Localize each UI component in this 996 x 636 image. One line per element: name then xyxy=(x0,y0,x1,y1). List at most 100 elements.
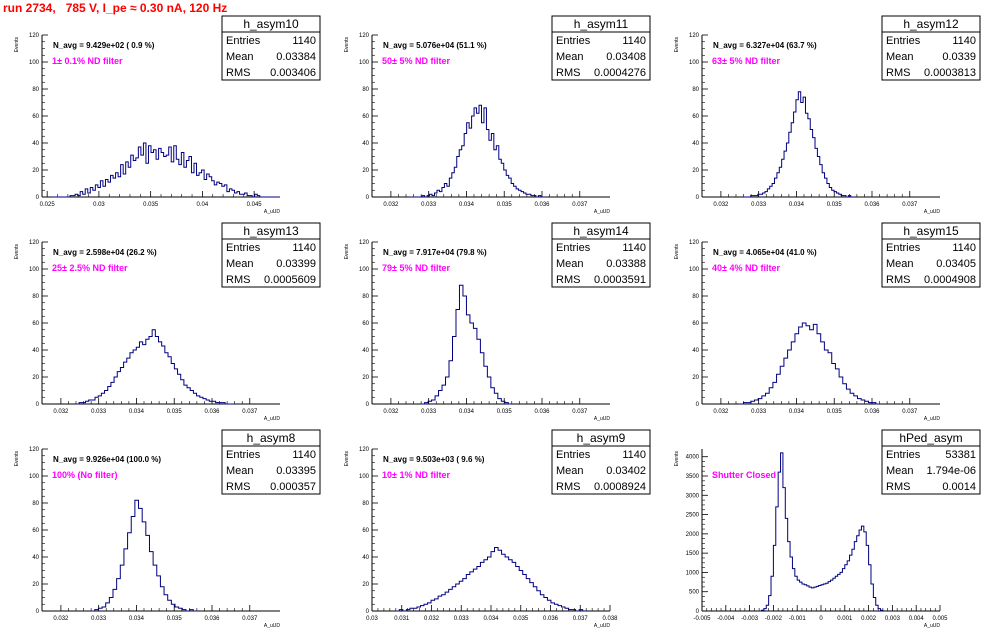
filter-label: Shutter Closed xyxy=(712,470,776,480)
x-tick-label: 0.037 xyxy=(572,409,588,415)
y-tick-label: 3000 xyxy=(686,493,700,499)
y-tick-label: 0 xyxy=(696,195,700,201)
x-tick-label: 0.037 xyxy=(573,616,589,622)
histogram-line xyxy=(91,499,197,612)
y-tick-label: 100 xyxy=(359,474,370,480)
stats-value-entries: 1140 xyxy=(952,35,976,47)
stats-label-rms: RMS xyxy=(886,67,910,79)
stats-value-mean: 1.794e-06 xyxy=(926,465,976,477)
x-tick-label: 0.035 xyxy=(827,409,843,415)
stats-label-entries: Entries xyxy=(556,242,591,254)
y-tick-label: 80 xyxy=(32,294,39,300)
histogram-name: h_asym11 xyxy=(574,17,629,31)
y-tick-label: 100 xyxy=(29,474,40,480)
stats-label-mean: Mean xyxy=(226,258,254,270)
stats-value-mean: 0.03388 xyxy=(606,258,646,270)
stats-label-mean: Mean xyxy=(886,51,914,63)
x-tick-label: 0.033 xyxy=(91,616,107,622)
filter-label: 63± 5% ND filter xyxy=(712,56,780,66)
stats-label-entries: Entries xyxy=(886,449,921,461)
y-tick-label: 40 xyxy=(362,555,369,561)
histogram-name: h_asym14 xyxy=(573,224,629,238)
stats-value-mean: 0.03384 xyxy=(276,51,316,63)
histogram-panel-h_asym9: 0 20 40 60 80 100 120 0.03 0.031 0.032 0.033 0.034 0… xyxy=(330,429,660,636)
navg-label: N_avg = 7.917e+04 (79.8 %) xyxy=(383,248,487,257)
y-tick-label: 120 xyxy=(689,33,700,39)
x-tick-label: 0.001 xyxy=(837,616,853,622)
x-tick-label: 0.033 xyxy=(751,409,767,415)
x-tick-label: 0.035 xyxy=(513,616,529,622)
y-tick-label: 20 xyxy=(362,168,369,174)
y-tick-label: 120 xyxy=(29,240,40,246)
histogram-name: h_asym15 xyxy=(903,224,959,238)
x-tick-label: -0.002 xyxy=(765,616,783,622)
histogram-line xyxy=(739,322,880,405)
stats-box xyxy=(881,31,981,81)
y-tick-label: 80 xyxy=(362,87,369,93)
histogram-line xyxy=(759,452,884,612)
stats-value-entries: 1140 xyxy=(292,35,316,47)
y-tick-label: 3500 xyxy=(686,474,700,480)
histogram-line xyxy=(409,104,546,198)
y-tick-label: 20 xyxy=(32,375,39,381)
navg-label: N_avg = 2.598e+04 (26.2 %) xyxy=(53,248,157,257)
stats-value-entries: 1140 xyxy=(622,242,646,254)
y-tick-label: 40 xyxy=(362,141,369,147)
histogram-svg: 0 20 40 60 80 100 120 0.032 0.033 0.034 0.035 0.036… xyxy=(14,429,321,629)
x-tick-label: 0.035 xyxy=(497,202,513,208)
x-tick-label: 0.036 xyxy=(534,202,550,208)
stats-value-mean: 0.03402 xyxy=(606,465,646,477)
stats-label-rms: RMS xyxy=(226,274,250,286)
stats-value-rms: 0.0004276 xyxy=(594,67,646,79)
histogram-svg: 0 20 40 60 80 100 120 0.025 0.03 0.035 0.04 0.045 Ev… xyxy=(14,15,321,215)
stats-label-rms: RMS xyxy=(226,481,250,493)
y-tick-label: 1000 xyxy=(686,570,700,576)
histogram-panel-h_asym11: 0 20 40 60 80 100 120 0.032 0.033 0.034 0.035 0.036… xyxy=(330,15,660,222)
y-tick-label: 20 xyxy=(692,168,699,174)
stats-value-entries: 53381 xyxy=(945,449,976,461)
x-axis-label: A_uUD xyxy=(264,623,281,629)
stats-value-entries: 1140 xyxy=(622,449,646,461)
y-tick-label: 120 xyxy=(29,33,40,39)
stats-value-mean: 0.0339 xyxy=(942,51,976,63)
x-tick-label: 0.037 xyxy=(902,202,918,208)
y-tick-label: 120 xyxy=(359,447,370,453)
stats-value-rms: 0.0003591 xyxy=(594,274,646,286)
x-tick-label: 0.005 xyxy=(932,616,948,622)
x-tick-label: 0.036 xyxy=(864,202,880,208)
x-tick-label: 0.036 xyxy=(204,616,220,622)
histogram-line xyxy=(743,91,854,198)
histogram-svg: 0 20 40 60 80 100 120 0.032 0.033 0.034 0.035 0.036… xyxy=(14,222,321,422)
x-tick-label: 0.037 xyxy=(572,202,588,208)
filter-label: 50± 5% ND filter xyxy=(382,56,450,66)
y-tick-label: 1500 xyxy=(686,551,700,557)
histogram-name: h_asym13 xyxy=(243,224,299,238)
y-axis-label: Events xyxy=(14,37,20,53)
filter-label: 40± 4% ND filter xyxy=(712,263,780,273)
x-tick-label: -0.005 xyxy=(693,616,711,622)
x-axis-label: A_uUD xyxy=(594,416,611,422)
x-tick-label: 0 xyxy=(819,616,823,622)
stats-label-entries: Entries xyxy=(226,35,261,47)
x-axis-label: A_uUD xyxy=(594,209,611,215)
y-tick-label: 60 xyxy=(362,321,369,327)
stats-value-mean: 0.03405 xyxy=(936,258,976,270)
histogram-line xyxy=(421,284,512,405)
histogram-panel-h_asym13: 0 20 40 60 80 100 120 0.032 0.033 0.034 0.035 0.036… xyxy=(0,222,330,429)
x-axis-label: A_uUD xyxy=(924,209,941,215)
y-tick-label: 0 xyxy=(366,195,370,201)
x-tick-label: 0.002 xyxy=(861,616,877,622)
y-tick-label: 120 xyxy=(359,33,370,39)
x-tick-label: 0.034 xyxy=(483,616,499,622)
stats-box xyxy=(221,445,321,495)
x-tick-label: 0.03 xyxy=(93,202,105,208)
stats-label-entries: Entries xyxy=(886,242,921,254)
y-tick-label: 0 xyxy=(696,402,700,408)
y-tick-label: 80 xyxy=(692,294,699,300)
histogram-name: h_asym12 xyxy=(903,17,959,31)
y-tick-label: 40 xyxy=(32,141,39,147)
stats-label-mean: Mean xyxy=(556,465,584,477)
stats-value-rms: 0.003406 xyxy=(270,67,316,79)
y-tick-label: 100 xyxy=(29,60,40,66)
